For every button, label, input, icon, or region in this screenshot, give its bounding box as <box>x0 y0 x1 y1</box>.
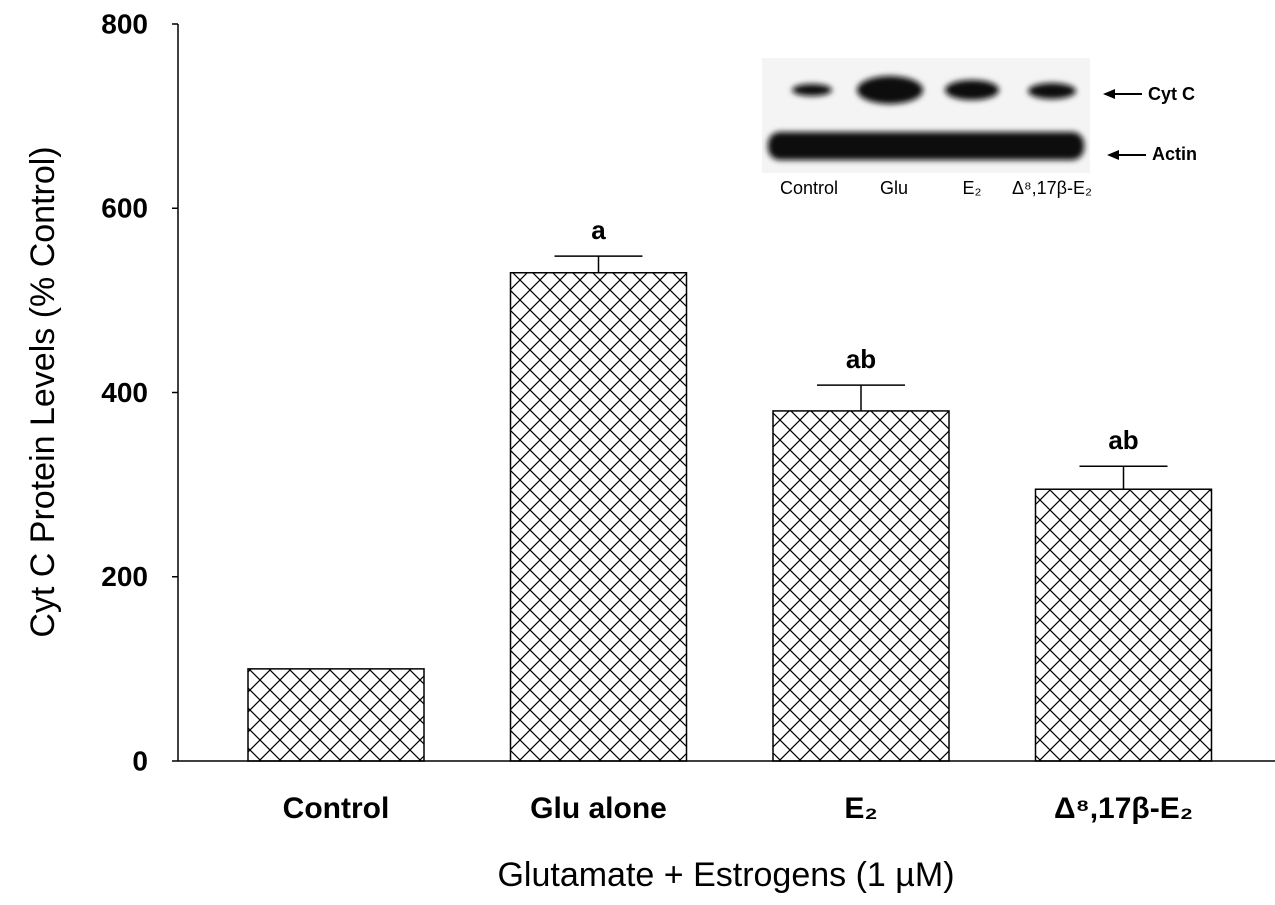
bar <box>1034 488 1213 762</box>
band <box>945 80 999 100</box>
arrowhead <box>1107 150 1119 160</box>
significance-label: ab <box>1108 425 1138 455</box>
lane-label: Control <box>780 178 838 198</box>
band <box>1028 83 1076 99</box>
arrowhead <box>1103 89 1115 99</box>
x-tick-label: Control <box>283 792 390 825</box>
x-tick-label: E₂ <box>844 792 877 825</box>
y-tick-label: 600 <box>101 193 148 224</box>
band-label: Cyt C <box>1148 84 1195 104</box>
y-tick-label: 800 <box>101 8 148 39</box>
x-tick-label: Δ⁸,17β-E₂ <box>1054 792 1193 825</box>
significance-label: ab <box>846 344 876 374</box>
bar <box>247 668 425 762</box>
error-bar <box>554 255 643 273</box>
lane-label: E₂ <box>963 178 982 198</box>
lane-label: Glu <box>880 178 908 198</box>
bar <box>509 271 688 762</box>
significance-label: a <box>591 215 606 245</box>
y-tick-label: 400 <box>101 377 148 408</box>
error-bar <box>1079 465 1168 490</box>
y-axis-title: Cyt C Protein Levels (% Control) <box>24 146 62 637</box>
x-axis-title: Glutamate + Estrogens (1 µM) <box>497 856 954 894</box>
y-tick-label: 0 <box>132 745 148 776</box>
error-bar <box>817 384 905 411</box>
lane-label: Δ⁸,17β-E₂ <box>1012 178 1092 198</box>
band <box>768 132 1084 160</box>
x-tick-label: Glu alone <box>530 792 667 825</box>
y-tick-label: 200 <box>101 561 148 592</box>
band <box>857 76 923 104</box>
bar <box>772 410 950 762</box>
band <box>792 84 832 96</box>
western-blot-inset: Cyt C Actin Control Glu E₂ Δ⁸,17β-E₂ <box>762 58 1197 198</box>
band-label: Actin <box>1152 144 1197 164</box>
